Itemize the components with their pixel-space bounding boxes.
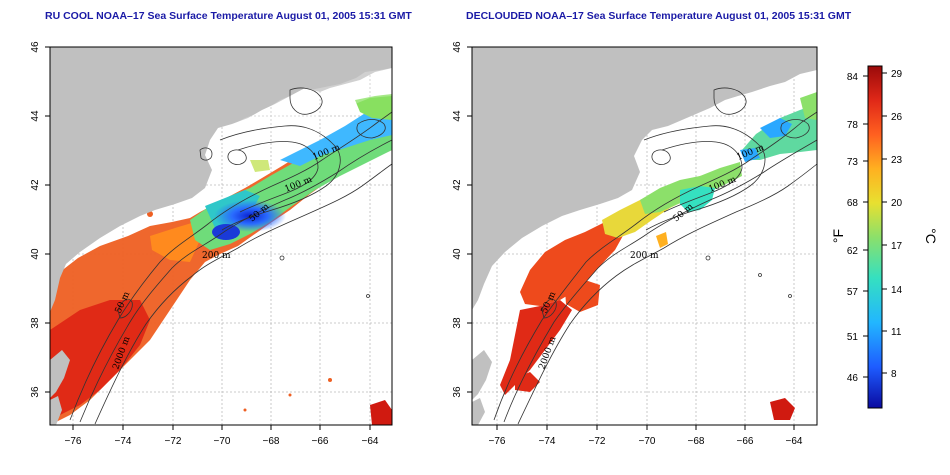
bathymetry-contours xyxy=(69,87,393,425)
lon-tick-72: −72 xyxy=(165,436,182,447)
colorbar-ticks xyxy=(863,72,887,378)
f-tick-78: 78 xyxy=(847,120,859,131)
lon-tick-66: −66 xyxy=(312,436,329,447)
lon-tick-72: −72 xyxy=(589,436,606,447)
contour-label-200m: 200 m xyxy=(202,251,231,261)
f-tick-73: 73 xyxy=(847,157,859,168)
c-tick-8: 8 xyxy=(891,369,897,380)
lon-tick-76: −76 xyxy=(65,436,82,447)
lon-tick-68: −68 xyxy=(688,436,705,447)
lon-tick-64: −64 xyxy=(362,436,379,447)
lon-tick-76: −76 xyxy=(489,436,506,447)
contour-label-200m: 200 m xyxy=(630,251,659,261)
map-frame xyxy=(49,46,393,426)
lon-tick-70: −70 xyxy=(639,436,656,447)
c-tick-17: 17 xyxy=(891,241,903,252)
lat-tick-38: 38 xyxy=(30,317,41,329)
c-tick-20: 20 xyxy=(891,198,903,209)
lat-tick-36: 36 xyxy=(30,386,41,398)
f-tick-68: 68 xyxy=(847,198,859,209)
celsius-tick-labels: 8 11 14 17 20 23 26 29 xyxy=(891,69,903,380)
c-tick-11: 11 xyxy=(891,327,902,338)
f-tick-62: 62 xyxy=(847,246,859,257)
lon-tick-74: −74 xyxy=(539,436,556,447)
lat-tick-44: 44 xyxy=(30,110,41,122)
lat-tick-44: 44 xyxy=(452,110,463,122)
lat-tick-46: 46 xyxy=(452,41,463,53)
lat-tick-36: 36 xyxy=(452,386,463,398)
bathymetry-contours xyxy=(493,87,818,425)
sst-data-layer xyxy=(500,92,817,420)
colorbar-gradient xyxy=(867,65,883,409)
lon-tick-64: −64 xyxy=(786,436,803,447)
axis-ticks xyxy=(45,46,371,430)
temperature-colorbar: 46 51 57 62 68 73 78 84 8 11 14 17 20 23… xyxy=(830,65,939,409)
lon-tick-66: −66 xyxy=(737,436,754,447)
f-tick-46: 46 xyxy=(847,373,859,384)
lon-tick-70: −70 xyxy=(214,436,231,447)
lat-tick-40: 40 xyxy=(452,248,463,260)
lat-tick-labels: 36 38 40 42 44 46 xyxy=(30,41,41,398)
lon-tick-labels: −76 −74 −72 −70 −68 −66 −64 xyxy=(65,436,379,447)
lon-tick-labels: −76 −74 −72 −70 −68 −66 −64 xyxy=(489,436,803,447)
celsius-unit-label: °C xyxy=(923,228,939,244)
map-frame xyxy=(471,46,818,426)
fahrenheit-unit-label: °F xyxy=(830,229,846,243)
right-map-panel: 100 m 100 m 50 m 200 m 50 m 2000 m −76 −… xyxy=(452,41,818,447)
f-tick-84: 84 xyxy=(847,72,859,83)
left-map-panel: 100 m 100 m 50 m 200 m 50 m 2000 m −76 −… xyxy=(30,41,393,447)
lat-tick-42: 42 xyxy=(452,179,463,191)
lat-tick-38: 38 xyxy=(452,317,463,329)
lat-tick-40: 40 xyxy=(30,248,41,260)
fahrenheit-tick-labels: 46 51 57 62 68 73 78 84 xyxy=(847,72,859,384)
axis-ticks xyxy=(467,46,795,430)
lon-tick-68: −68 xyxy=(263,436,280,447)
left-panel-title: RU COOL NOAA–17 Sea Surface Temperature … xyxy=(45,10,412,22)
lat-tick-labels: 36 38 40 42 44 46 xyxy=(452,41,463,398)
f-tick-51: 51 xyxy=(847,332,859,343)
lat-tick-46: 46 xyxy=(30,41,41,53)
c-tick-23: 23 xyxy=(891,155,903,166)
land-mass xyxy=(472,47,817,425)
f-tick-57: 57 xyxy=(847,287,859,298)
right-panel-title: DECLOUDED NOAA–17 Sea Surface Temperatur… xyxy=(466,10,852,22)
c-tick-14: 14 xyxy=(891,285,903,296)
c-tick-26: 26 xyxy=(891,112,903,123)
lon-tick-74: −74 xyxy=(115,436,132,447)
land-mass xyxy=(50,47,392,425)
c-tick-29: 29 xyxy=(891,69,903,80)
lat-tick-42: 42 xyxy=(30,179,41,191)
